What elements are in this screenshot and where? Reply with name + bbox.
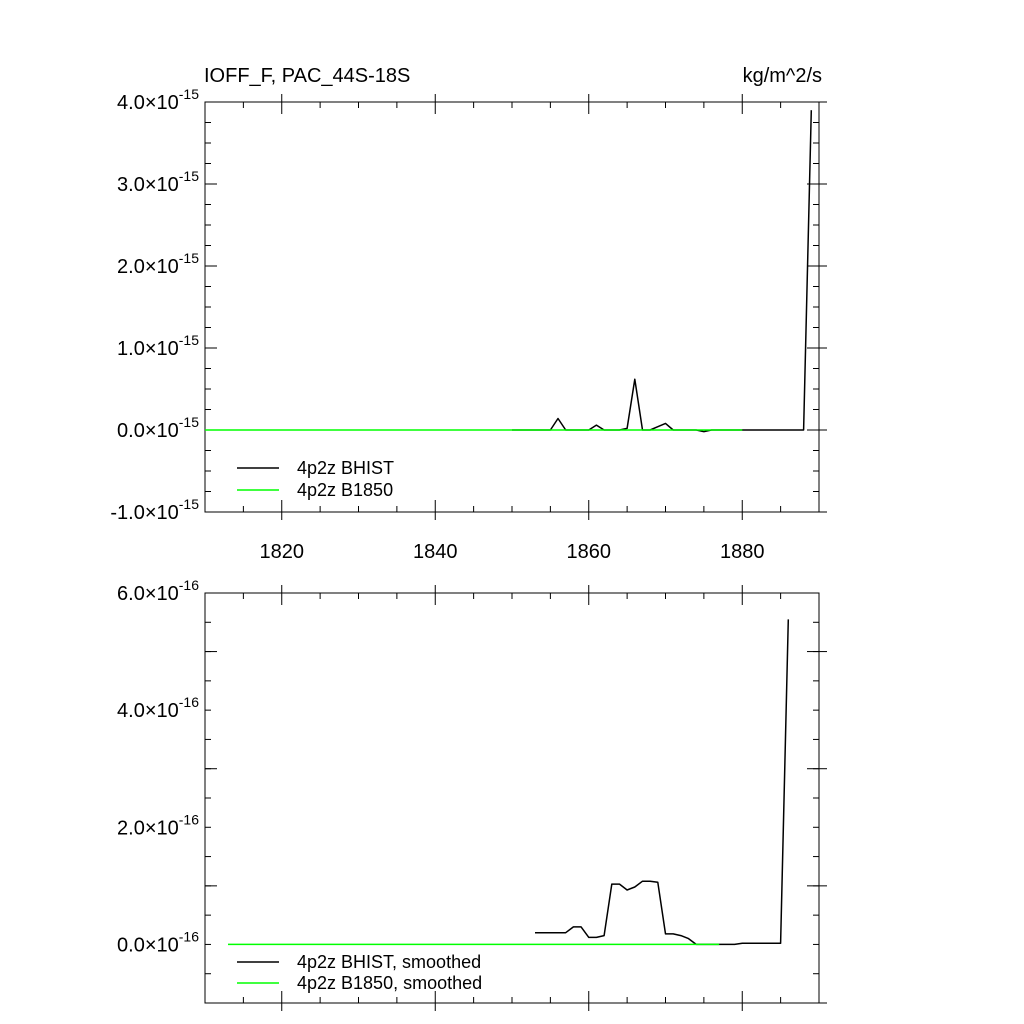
series-line-bhist	[512, 110, 813, 433]
chart-title: IOFF_F, PAC_44S-18S	[204, 65, 410, 87]
plot-frame	[204, 101, 820, 513]
legend-label: 4p2z B1850	[297, 480, 393, 500]
legend-label: 4p2z BHIST	[297, 458, 394, 478]
x-tick-label: 1880	[720, 541, 765, 563]
top-panel: IOFF_F, PAC_44S-18S kg/m^2/s 1820 1840 186…	[110, 65, 827, 563]
y-tick-label: 0.0×10-15	[117, 414, 199, 442]
legend-label: 4p2z BHIST, smoothed	[297, 952, 481, 972]
y-tick-label: 6.0×10-16	[117, 577, 199, 605]
y-tick-label: 4.0×10-15	[117, 86, 199, 114]
plot-frame	[204, 592, 820, 1004]
x-tick-label: 1820	[260, 541, 305, 563]
y-tick-label: 2.0×10-15	[117, 250, 199, 278]
y-tick-label: 4.0×10-16	[117, 694, 199, 722]
bottom-panel: 0.0×10-16 2.0×10-16 4.0×10-16 6.0×10-16 4p2…	[117, 577, 827, 1011]
y-tick-label: 1.0×10-15	[117, 332, 199, 360]
x-tick-label: 1860	[567, 541, 612, 563]
series-line-bhist	[535, 619, 790, 946]
x-tick-label: 1840	[413, 541, 458, 563]
y-tick-label: 0.0×10-16	[117, 928, 199, 956]
legend-label: 4p2z B1850, smoothed	[297, 973, 482, 993]
y-tick-label: 3.0×10-15	[117, 168, 199, 196]
y-tick-label: -1.0×10-15	[110, 496, 199, 524]
y-tick-label: 2.0×10-16	[117, 811, 199, 839]
units-label: kg/m^2/s	[743, 65, 822, 87]
